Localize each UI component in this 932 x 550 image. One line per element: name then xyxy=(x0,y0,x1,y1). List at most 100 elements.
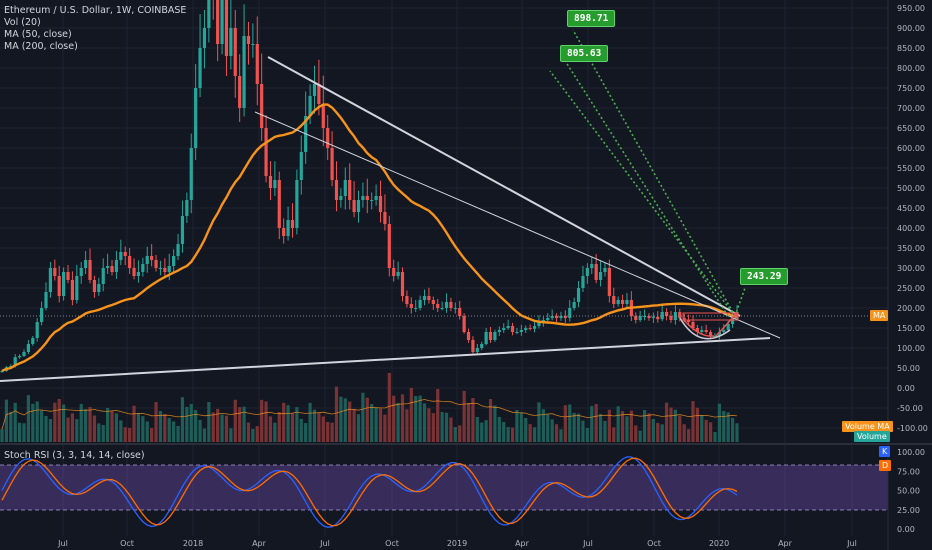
time-tick-label: Jul xyxy=(846,539,857,548)
candle-body xyxy=(568,308,572,318)
candle-body xyxy=(31,338,35,344)
candle-body xyxy=(176,244,180,256)
candle-body xyxy=(141,264,145,272)
volume-bar xyxy=(620,411,625,442)
volume-bar xyxy=(75,419,79,442)
volume-bar xyxy=(497,416,501,442)
candle-body xyxy=(559,316,563,318)
candle-body xyxy=(207,0,211,28)
volume-bar xyxy=(277,412,281,442)
candle-body xyxy=(194,88,198,148)
price-tick-label: 700.00 xyxy=(897,104,925,113)
indicator-ma200[interactable]: MA (200, close) xyxy=(4,41,78,52)
volume-bar xyxy=(642,410,647,442)
indicator-ma50[interactable]: MA (50, close) xyxy=(4,29,72,40)
volume-bar xyxy=(484,420,488,442)
volume-bar xyxy=(546,414,550,442)
candle-body xyxy=(158,268,163,269)
price-tick-label: 650.00 xyxy=(897,124,925,133)
candle-body xyxy=(471,340,475,352)
volume-bar xyxy=(616,406,620,442)
candle-body xyxy=(590,264,594,268)
volume-bar xyxy=(26,395,31,442)
candle-body xyxy=(616,300,620,304)
volume-bar xyxy=(502,422,506,442)
rsi-title[interactable]: Stoch RSI (3, 3, 14, 14, close) xyxy=(4,450,145,461)
price-axis[interactable]: 950.00 900.00 850.00 800.00 750.00 700.00 650.… xyxy=(897,4,928,433)
rsi-axis[interactable]: 100.00 75.00 50.00 25.00 0.00 xyxy=(897,448,925,534)
volume-bar xyxy=(563,405,567,442)
candle-body xyxy=(260,84,264,128)
volume-bar xyxy=(471,398,475,442)
indicator-vol[interactable]: Vol (20) xyxy=(4,17,41,28)
volume-bar xyxy=(409,388,413,442)
volume-bar xyxy=(57,398,61,442)
volume-bar xyxy=(717,403,721,442)
inner-trendline xyxy=(254,111,781,339)
volume-bar xyxy=(44,416,48,442)
candle-body xyxy=(418,300,422,308)
candle-body xyxy=(506,326,510,328)
candle-body xyxy=(387,224,391,268)
candle-body xyxy=(480,344,484,348)
candle-body xyxy=(730,318,735,324)
candle-body xyxy=(88,260,92,280)
volume-bar xyxy=(18,422,22,442)
volume-bar xyxy=(576,413,581,442)
candle-body xyxy=(356,200,361,212)
candle-body xyxy=(524,328,528,330)
candle-body xyxy=(167,266,171,272)
candle-body xyxy=(598,272,603,280)
candle-body xyxy=(554,316,559,318)
candle-body xyxy=(466,332,471,340)
candle-body xyxy=(18,356,22,358)
candle-body xyxy=(704,330,708,332)
volume-bar xyxy=(537,402,541,442)
candle-body xyxy=(660,312,664,320)
volume-bar xyxy=(308,402,312,442)
target-line-898 xyxy=(572,29,736,317)
candle-body xyxy=(110,266,114,272)
time-tick-label: Apr xyxy=(778,539,793,548)
candle-body xyxy=(0,370,4,373)
candle-body xyxy=(519,330,523,332)
candle-body xyxy=(378,196,383,212)
candle-body xyxy=(128,256,132,268)
candle-body xyxy=(92,280,97,292)
volume-bar xyxy=(651,418,655,442)
candle-body xyxy=(532,326,537,329)
volume-bar xyxy=(686,429,691,442)
candle-body xyxy=(405,296,409,304)
candle-body xyxy=(286,220,290,236)
candle-body xyxy=(488,332,493,340)
candle-body xyxy=(682,318,686,320)
volume-bar xyxy=(603,421,607,442)
time-tick-label: Oct xyxy=(120,539,134,548)
volume-bar xyxy=(370,404,374,442)
candle-body xyxy=(57,276,61,296)
candle-body xyxy=(348,180,352,200)
price-tick-label: 150.00 xyxy=(897,324,925,333)
time-axis[interactable]: Jul Oct 2018 Apr Jul Oct 2019 Apr Jul Oct 2020 Apr J… xyxy=(57,539,857,548)
candle-body xyxy=(563,316,567,318)
volume-bar xyxy=(444,412,449,442)
volume-bar xyxy=(299,418,303,442)
candle-body xyxy=(620,300,625,304)
candle-body xyxy=(123,252,127,256)
target-898-label: 898.71 xyxy=(567,10,616,27)
candle-body xyxy=(180,216,185,244)
volume-bar xyxy=(268,416,273,442)
candle-body xyxy=(669,316,673,320)
volume-bar xyxy=(79,404,83,442)
volume-bar xyxy=(414,396,418,442)
candle-body xyxy=(717,332,721,336)
volume-bar xyxy=(405,409,409,442)
volume-bar xyxy=(458,425,462,442)
candle-body xyxy=(277,180,281,228)
candle-body xyxy=(607,268,611,296)
time-tick-label: Oct xyxy=(385,539,399,548)
volume-bar xyxy=(286,405,290,442)
candle-body xyxy=(695,328,699,332)
candle-body xyxy=(585,268,589,276)
